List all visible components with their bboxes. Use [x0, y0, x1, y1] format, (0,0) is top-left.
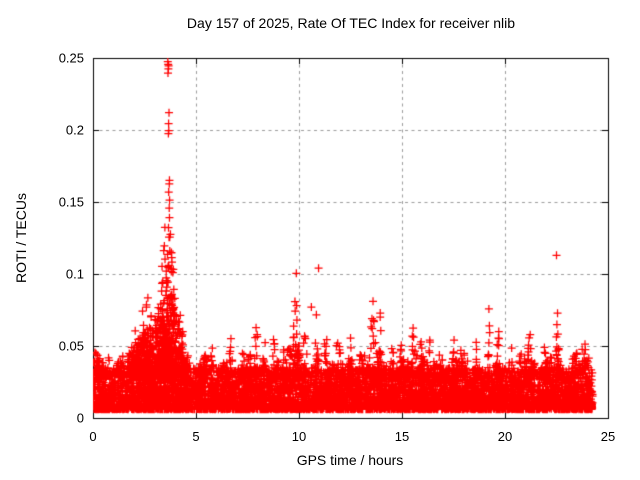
y-tick-label: 0.2 — [65, 122, 84, 138]
y-tick-label: 0.05 — [58, 338, 84, 354]
x-tick-label: 15 — [394, 429, 410, 444]
y-tick-label: 0 — [76, 410, 84, 426]
x-tick-label: 5 — [192, 429, 200, 444]
y-tick-label: 0.1 — [65, 266, 84, 282]
y-tick-label: 0.25 — [58, 50, 84, 66]
y-axis-label: ROTI / TECUs — [13, 193, 29, 283]
y-tick-label: 0.15 — [58, 194, 84, 210]
x-tick-label: 25 — [600, 429, 616, 444]
x-tick-label: 0 — [89, 429, 97, 444]
chart-title: Day 157 of 2025, Rate Of TEC Index for r… — [186, 15, 516, 31]
x-tick-label: 10 — [291, 429, 307, 444]
x-axis-label: GPS time / hours — [296, 452, 404, 468]
x-tick-label: 20 — [497, 429, 513, 444]
